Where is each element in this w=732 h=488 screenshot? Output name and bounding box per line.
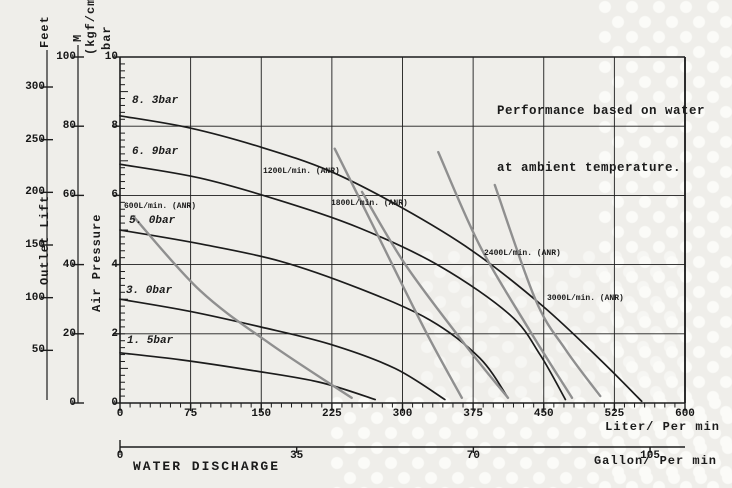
liter-tick-label: 300 (392, 408, 413, 420)
meter-tick-label: 60 (62, 189, 76, 202)
liter-tick-label: 75 (184, 408, 198, 420)
feet-tick-label: 50 (31, 344, 45, 357)
feet-tick-label: 150 (25, 239, 45, 251)
bar-axis-title: bar (100, 25, 114, 50)
curve-label-3-0bar: 3. 0bar (126, 285, 173, 297)
air-pressure-axis-label: Air Pressure (90, 213, 104, 312)
airline-label-1200: 1200L/min. (ANR) (263, 167, 340, 176)
feet-tick-label: 100 (25, 291, 45, 304)
air-consumption-line-4 (493, 183, 602, 398)
gallon-tick-label: 35 (290, 450, 304, 462)
meter-axis-title: M (71, 33, 85, 42)
feet-tick-label: 250 (25, 133, 45, 146)
air-consumption-line-0 (131, 214, 353, 400)
bar-tick-label: 4 (111, 258, 118, 271)
curve-label-8-3bar: 8. 3bar (132, 95, 179, 107)
feet-axis-title: Feet (38, 15, 52, 48)
liter-tick-label: 225 (321, 408, 342, 420)
liter-tick-label: 375 (463, 408, 484, 420)
meter-tick-label: 20 (62, 327, 76, 340)
water-discharge-label: WATER DISCHARGE (133, 459, 281, 474)
liter-tick-label: 450 (533, 408, 554, 420)
performance-note-line2: at ambient temperature. (497, 161, 682, 175)
air-consumption-line-1 (333, 147, 464, 400)
performance-note: Performance based on water at ambient te… (497, 64, 705, 216)
meter-tick-label: 40 (62, 258, 76, 271)
feet-tick-label: 200 (25, 186, 45, 199)
curve-label-5-0bar: 5. 0bar (129, 215, 176, 227)
curve-label-1-5bar: 1. 5bar (127, 335, 174, 347)
airline-label-1800: 1800L/min. (ANR) (331, 199, 408, 208)
curve-label-6-9bar: 6. 9bar (132, 146, 179, 158)
feet-tick-label: 300 (25, 81, 45, 93)
kgfcm2-axis-title: (kgf/cm2) (84, 0, 98, 55)
gallon-tick-label: 70 (466, 450, 480, 462)
pressure-curve-3 (119, 298, 446, 401)
meter-tick-label: 0 (69, 397, 76, 409)
bar-tick-label: 2 (111, 327, 118, 340)
gallon-tick-label: 105 (640, 450, 660, 462)
airline-label-3000: 3000L/min. (ANR) (547, 294, 624, 303)
bar-tick-label: 0 (111, 397, 118, 409)
bar-tick-label: 10 (104, 51, 118, 63)
bar-tick-label: 6 (111, 189, 118, 202)
liter-tick-label: 525 (604, 408, 625, 420)
gallon-tick-label: 0 (116, 450, 124, 462)
meter-tick-label: 100 (56, 51, 76, 63)
liter-tick-label: 150 (251, 408, 272, 420)
liter-tick-label: 0 (116, 408, 124, 420)
liter-unit-label: Liter/ Per min (605, 420, 720, 434)
meter-tick-label: 80 (62, 120, 76, 133)
airline-label-600: 600L/min. (ANR) (124, 202, 197, 211)
pressure-curve-4 (119, 351, 377, 401)
performance-note-line1: Performance based on water (497, 104, 706, 118)
airline-label-2400: 2400L/min. (ANR) (484, 249, 561, 258)
bar-tick-label: 8 (111, 120, 118, 133)
liter-tick-label: 600 (675, 408, 695, 420)
